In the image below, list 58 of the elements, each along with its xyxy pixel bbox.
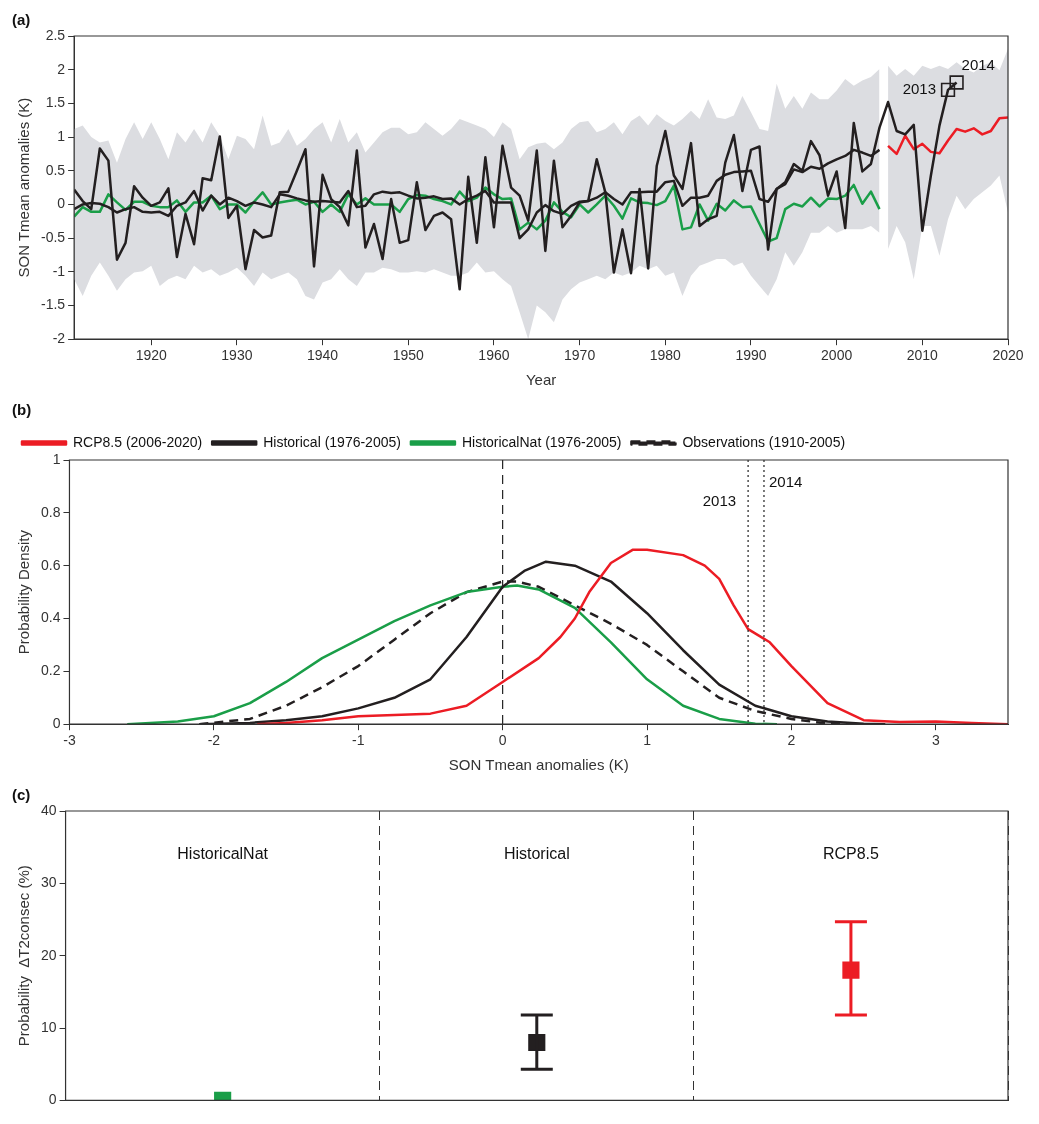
chart-title: (b) xyxy=(12,401,32,419)
x-tick-label: 1950 xyxy=(392,347,425,364)
chart-title: (a) xyxy=(12,11,31,29)
annotation: 2014 xyxy=(768,473,803,491)
y-tick-label: 10 xyxy=(40,1018,57,1035)
annotation: 2013 xyxy=(702,492,737,510)
x-tick-label: 1990 xyxy=(735,347,767,364)
y-tick-label: 1 xyxy=(57,127,66,144)
y-tick-label: 0.5 xyxy=(45,161,66,178)
y-axis-title: Probability ΔT2consec (%) xyxy=(15,865,33,1047)
x-tick-label: 1 xyxy=(643,732,652,749)
y-tick-label: 0 xyxy=(57,195,66,212)
x-tick-label: Historical xyxy=(503,845,570,863)
y-tick-label: 20 xyxy=(40,946,57,963)
y-tick-label: 1.5 xyxy=(45,94,66,111)
y-axis-title: Probability Density xyxy=(15,529,33,655)
x-tick-label: 0 xyxy=(498,732,507,749)
y-tick-label: 1 xyxy=(52,450,61,467)
x-tick-label: 1930 xyxy=(221,347,253,364)
y-tick-label: 40 xyxy=(40,801,57,818)
x-tick-label: 3 xyxy=(931,732,940,749)
y-axis-title: SON Tmean anomalies (K) xyxy=(15,97,33,278)
x-tick-label: -1 xyxy=(352,732,365,749)
y-tick-label: 0.4 xyxy=(40,609,61,626)
legend-label: RCP8.5 (2006-2020) xyxy=(73,433,203,450)
legend-label: Observations (1910-2005) xyxy=(682,433,846,450)
y-tick-label: 0.8 xyxy=(40,503,61,520)
x-tick-label: 2020 xyxy=(992,347,1024,364)
x-tick-label: -3 xyxy=(63,732,76,749)
y-tick-label: 30 xyxy=(40,874,57,891)
y-tick-label: 2.5 xyxy=(45,26,66,43)
chart-title: (c) xyxy=(12,786,31,804)
y-tick-label: 2 xyxy=(57,60,66,77)
x-tick-label: RCP8.5 xyxy=(822,845,880,863)
y-tick-label: 0 xyxy=(52,715,61,732)
x-tick-label: 1970 xyxy=(564,347,596,364)
x-tick-label: 1960 xyxy=(478,347,510,364)
y-tick-label: -1 xyxy=(52,262,66,279)
legend-label: HistoricalNat (1976-2005) xyxy=(461,433,622,450)
y-tick-label: 0.2 xyxy=(40,662,61,679)
x-tick-label: 2000 xyxy=(821,347,853,364)
x-tick-label: 1980 xyxy=(649,347,682,364)
x-axis-title: Year xyxy=(525,371,557,389)
y-tick-label: 0.6 xyxy=(40,556,61,573)
annotation: 2013 xyxy=(902,80,937,98)
y-tick-label: 0 xyxy=(48,1091,57,1108)
x-tick-label: 1920 xyxy=(135,347,168,364)
x-tick-label: 2 xyxy=(787,732,796,749)
x-tick-label: -2 xyxy=(207,732,221,749)
y-tick-label: -2 xyxy=(52,330,66,347)
x-tick-label: 2010 xyxy=(906,347,939,364)
x-tick-label: 1940 xyxy=(307,347,339,364)
x-tick-label: HistoricalNat xyxy=(177,845,269,863)
legend-label: Historical (1976-2005) xyxy=(263,433,401,450)
annotation: 2014 xyxy=(961,56,995,74)
y-tick-label: -0.5 xyxy=(41,228,66,245)
y-tick-label: -1.5 xyxy=(41,296,66,313)
x-axis-title: SON Tmean anomalies (K) xyxy=(448,756,629,774)
